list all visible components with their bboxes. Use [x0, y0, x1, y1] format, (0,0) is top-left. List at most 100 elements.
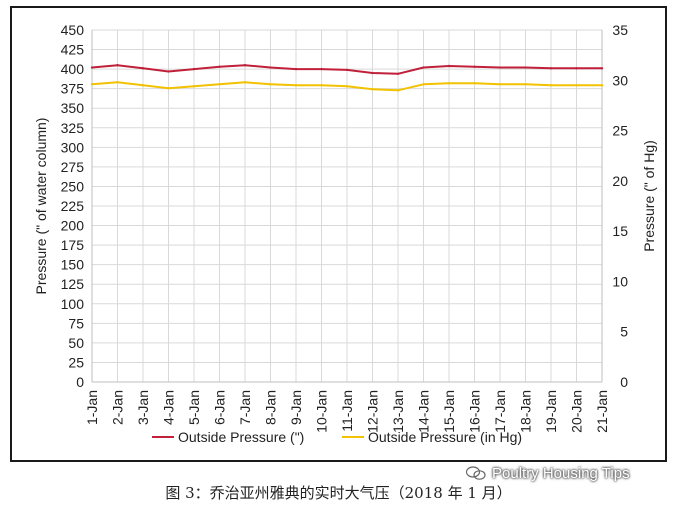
- data-point: [218, 65, 221, 68]
- x-tick-label: 12-Jan: [365, 390, 381, 433]
- data-point: [396, 72, 400, 76]
- right-tick-label: 10: [612, 273, 628, 289]
- right-tick-label: 30: [612, 72, 628, 88]
- x-tick-label: 3-Jan: [135, 390, 151, 425]
- right-axis-label: Pressure (" of Hg): [641, 140, 657, 252]
- x-tick-label: 1-Jan: [84, 390, 100, 425]
- x-tick-label: 5-Jan: [186, 390, 202, 425]
- data-point: [473, 65, 476, 68]
- data-point: [600, 67, 604, 70]
- right-tick-label: 25: [612, 123, 628, 139]
- right-tick-label: 15: [612, 223, 628, 239]
- x-tick-label: 15-Jan: [441, 390, 457, 433]
- left-tick-label: 400: [61, 61, 85, 77]
- left-tick-label: 0: [76, 374, 84, 390]
- left-tick-label: 125: [61, 276, 85, 292]
- figure-caption: 图 3：乔治亚州雅典的实时大气压（2018 年 1 月）: [165, 484, 512, 502]
- data-point: [371, 88, 374, 91]
- x-tick-label: 4-Jan: [161, 390, 177, 425]
- x-tick-label: 14-Jan: [416, 390, 432, 433]
- data-point: [498, 66, 502, 69]
- x-tick-label: 18-Jan: [518, 390, 534, 433]
- x-tick-label: 19-Jan: [543, 390, 559, 433]
- gridlines: [91, 29, 603, 383]
- data-point: [498, 83, 502, 86]
- x-tick-label: 21-Jan: [594, 390, 610, 433]
- wechat-icon: [465, 466, 486, 480]
- data-point: [243, 64, 247, 67]
- data-point: [218, 83, 221, 86]
- data-point: [320, 67, 323, 71]
- x-tick-label: 11-Jan: [339, 390, 355, 432]
- left-tick-label: 425: [61, 42, 85, 58]
- x-tick-label: 6-Jan: [212, 390, 228, 425]
- series-lines: [90, 64, 604, 92]
- data-point: [524, 83, 527, 86]
- data-point: [243, 81, 247, 84]
- data-point: [575, 84, 578, 87]
- chart-frame: 0 25 50 75 100 125 150 175 200 225 250 275 300 325 350…: [10, 6, 667, 462]
- left-tick-label: 25: [68, 354, 84, 370]
- x-tick-label: 8-Jan: [263, 390, 279, 425]
- data-point: [575, 67, 578, 70]
- data-point: [116, 64, 119, 67]
- data-point: [371, 71, 374, 75]
- data-point: [192, 85, 196, 88]
- x-tick-label: 13-Jan: [390, 390, 406, 433]
- data-point: [320, 84, 323, 87]
- x-tick-label: 10-Jan: [314, 390, 330, 433]
- data-point: [116, 81, 119, 84]
- pressure-line-chart: 0255075100125150175200225250275300325350…: [33, 22, 657, 445]
- right-tick-label: 35: [612, 22, 628, 38]
- axes: [91, 30, 603, 383]
- data-point: [473, 82, 476, 85]
- left-tick-label: 200: [61, 218, 85, 234]
- data-point: [345, 85, 349, 88]
- x-tick-label: 9-Jan: [288, 390, 304, 425]
- left-tick-label: 250: [61, 178, 85, 194]
- right-axis-ticks: 0 5 10 15 20 25 30 35: [612, 22, 628, 390]
- left-tick-label: 375: [61, 81, 85, 97]
- data-point: [447, 64, 451, 68]
- data-point: [192, 67, 196, 71]
- left-tick-label: 150: [61, 257, 85, 273]
- left-tick-label: 450: [61, 22, 85, 38]
- x-tick-label: 2-Jan: [110, 390, 126, 425]
- data-point: [422, 83, 425, 86]
- left-tick-label: 225: [61, 198, 85, 214]
- legend: Outside Pressure (") Outside Pressure (in…: [152, 429, 522, 445]
- data-point: [167, 70, 170, 73]
- right-tick-label: 5: [620, 324, 628, 340]
- left-tick-label: 100: [61, 296, 85, 312]
- data-point: [447, 82, 451, 85]
- left-tick-label: 175: [61, 237, 85, 253]
- data-point: [167, 87, 170, 90]
- left-axis-ticks: 0 25 50 75 100 125 150 175 200 225 250 275 300 325 350…: [61, 22, 85, 390]
- watermark-text: Poultry Housing Tips: [492, 464, 630, 482]
- data-point: [269, 83, 272, 86]
- data-point: [600, 84, 604, 87]
- right-tick-label: 20: [612, 173, 628, 189]
- left-axis-label: Pressure (" of water column): [33, 118, 49, 295]
- data-point: [549, 84, 553, 87]
- left-tick-label: 325: [61, 120, 85, 136]
- data-point: [90, 66, 94, 69]
- data-point: [141, 84, 145, 87]
- data-point: [549, 67, 553, 70]
- data-point: [396, 89, 400, 92]
- left-tick-label: 275: [61, 159, 85, 175]
- x-tick-label: 16-Jan: [467, 390, 483, 433]
- x-tick-label: 17-Jan: [492, 390, 508, 433]
- x-tick-label: 20-Jan: [569, 390, 585, 433]
- x-tick-label: 7-Jan: [237, 390, 253, 425]
- data-point: [294, 67, 298, 71]
- watermark: Poultry Housing Tips: [465, 458, 630, 488]
- data-point: [524, 66, 527, 69]
- data-point: [90, 83, 94, 86]
- legend-label-0: Outside Pressure ("): [178, 429, 304, 445]
- x-axis-ticks: 1-Jan 2-Jan 3-Jan 4-Jan 5-Jan 6-Jan 7-Jan 8-Jan…: [84, 390, 610, 433]
- data-point: [294, 84, 298, 87]
- right-tick-label: 0: [620, 374, 628, 390]
- left-tick-label: 75: [68, 315, 84, 331]
- data-point: [141, 67, 145, 70]
